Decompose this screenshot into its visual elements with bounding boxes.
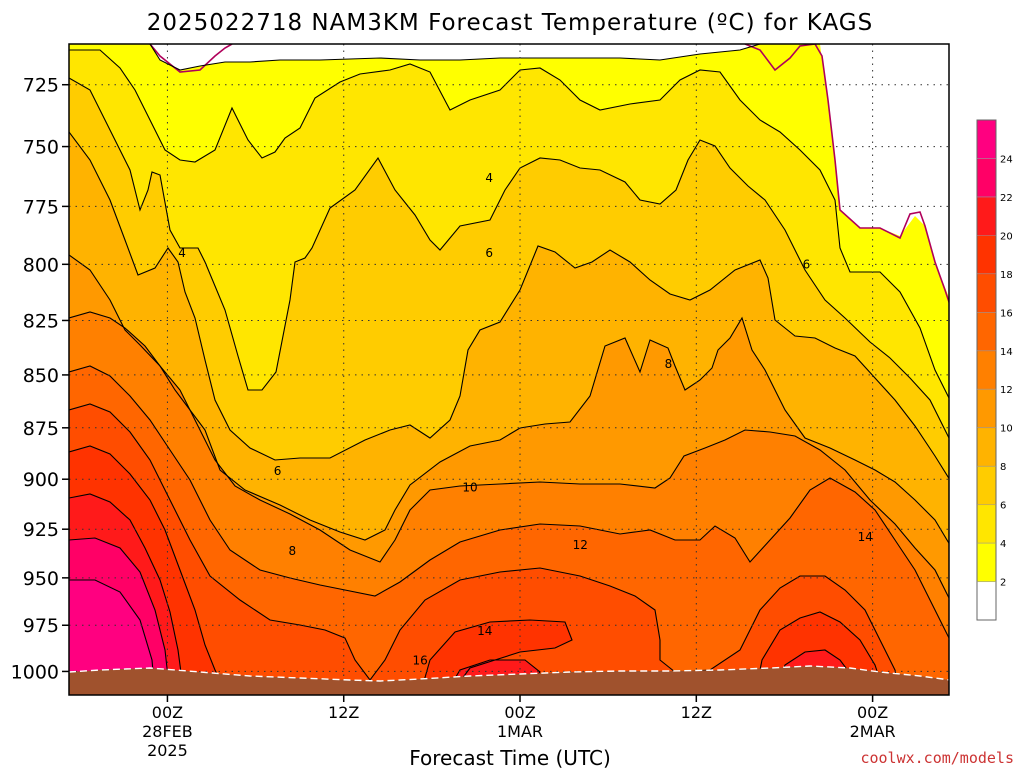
y-tick-label: 775: [23, 196, 59, 218]
colorbar-swatch: [977, 504, 996, 544]
y-tick-label: 850: [23, 365, 59, 387]
contour-label: 12: [573, 538, 588, 552]
contour-2: [69, 44, 761, 71]
contour-22: [69, 537, 171, 695]
contour-10: [69, 254, 949, 545]
x-tick-label: 1MAR: [497, 722, 543, 741]
y-tick-label: 1000: [11, 661, 59, 683]
y-tick-label: 750: [23, 137, 59, 159]
x-tick-label: 00Z: [857, 703, 888, 722]
colorbar-label: 12: [1000, 385, 1013, 396]
y-tick-label: 800: [23, 254, 59, 276]
band-14: [69, 366, 949, 695]
contour-label: 6: [803, 257, 811, 271]
x-tick-label: 00Z: [504, 703, 535, 722]
colorbar-label: 2: [1000, 578, 1006, 589]
colorbar-swatch: [977, 120, 996, 159]
colorbar-label: 16: [1000, 308, 1013, 319]
y-tick-label: 925: [23, 519, 59, 541]
y-axis: 725 750 775 800 825 850 875 900 925 950 975 1000: [11, 75, 69, 683]
colorbar-label: 14: [1000, 347, 1013, 358]
colorbar-swatch: [977, 312, 996, 352]
grid-lines: [69, 44, 949, 695]
credit-text: coolwx.com/models: [860, 749, 1014, 767]
colorbar-label: 22: [1000, 193, 1013, 204]
y-tick-label: 725: [23, 75, 59, 97]
contour-6: [69, 77, 949, 440]
contour-label: 16: [412, 653, 427, 667]
contour-4: [69, 49, 949, 400]
contour-label: 6: [274, 464, 282, 478]
contour-16: [69, 403, 901, 695]
contour-label: 4: [485, 171, 493, 185]
x-tick-label: 2025: [147, 741, 188, 760]
x-axis-label: Forecast Time (UTC): [409, 746, 611, 768]
colorbar-swatch: [977, 350, 996, 390]
contour-24: [69, 579, 156, 695]
band-16: [69, 404, 900, 695]
y-tick-label: 950: [23, 568, 59, 590]
colorbar-label: 24: [1000, 154, 1013, 165]
colorbar-swatch: [977, 427, 996, 467]
contour-18: [69, 445, 886, 695]
contour-label: 14: [858, 530, 873, 544]
x-tick-label: 28FEB: [142, 722, 193, 741]
colorbar-label: 6: [1000, 501, 1006, 512]
colorbar-swatch: [977, 273, 996, 313]
contour-label: 6: [485, 246, 493, 260]
y-tick-label: 900: [23, 469, 59, 491]
contour-label: 4: [178, 246, 186, 260]
ground-surface: [69, 666, 949, 695]
x-tick-label: 2MAR: [850, 722, 896, 741]
colorbar-label: 18: [1000, 270, 1013, 281]
x-tick-label: 12Z: [681, 703, 712, 722]
freezing-line-right: [744, 44, 949, 305]
x-tick-label: 12Z: [328, 703, 359, 722]
colorbar-swatch: [977, 581, 996, 621]
y-tick-label: 975: [23, 615, 59, 637]
contour-14: [69, 365, 949, 640]
contour-labels: 4 4 6 6 6 8 8 10 12 14 14 16: [178, 171, 873, 668]
contour-12: [69, 311, 949, 600]
contour-label: 8: [665, 357, 673, 371]
contour-label: 10: [462, 480, 477, 494]
colorbar-label: 10: [1000, 424, 1013, 435]
ground-edge: [69, 665, 949, 682]
freezing-line-left: [149, 44, 233, 73]
plot-frame: [68, 43, 950, 696]
band-24: [69, 580, 155, 695]
contour-label: 8: [288, 544, 296, 558]
colorbar-swatch: [977, 466, 996, 506]
contour-8: [69, 131, 949, 480]
contour-lines: [69, 44, 949, 695]
temperature-field: 4 4 6 6 6 8 8 10 12 14 14 16: [69, 44, 949, 695]
x-tick-label: 00Z: [152, 703, 183, 722]
colorbar-label: 4: [1000, 539, 1006, 550]
contour-label: 14: [477, 624, 492, 638]
colorbar-swatch: [977, 235, 996, 275]
colorbar-frame: [976, 119, 997, 621]
y-tick-label: 825: [23, 310, 59, 332]
colorbar-swatch: [977, 543, 996, 583]
colorbar-swatch: [977, 196, 996, 236]
colorbar-label: 8: [1000, 462, 1006, 473]
colorbar-label: 20: [1000, 231, 1013, 242]
colorbar-swatch: [977, 389, 996, 429]
y-tick-label: 875: [23, 418, 59, 440]
colorbar-swatch: [977, 158, 996, 198]
chart-title: 2025022718 NAM3KM Forecast Temperature (…: [147, 10, 873, 36]
